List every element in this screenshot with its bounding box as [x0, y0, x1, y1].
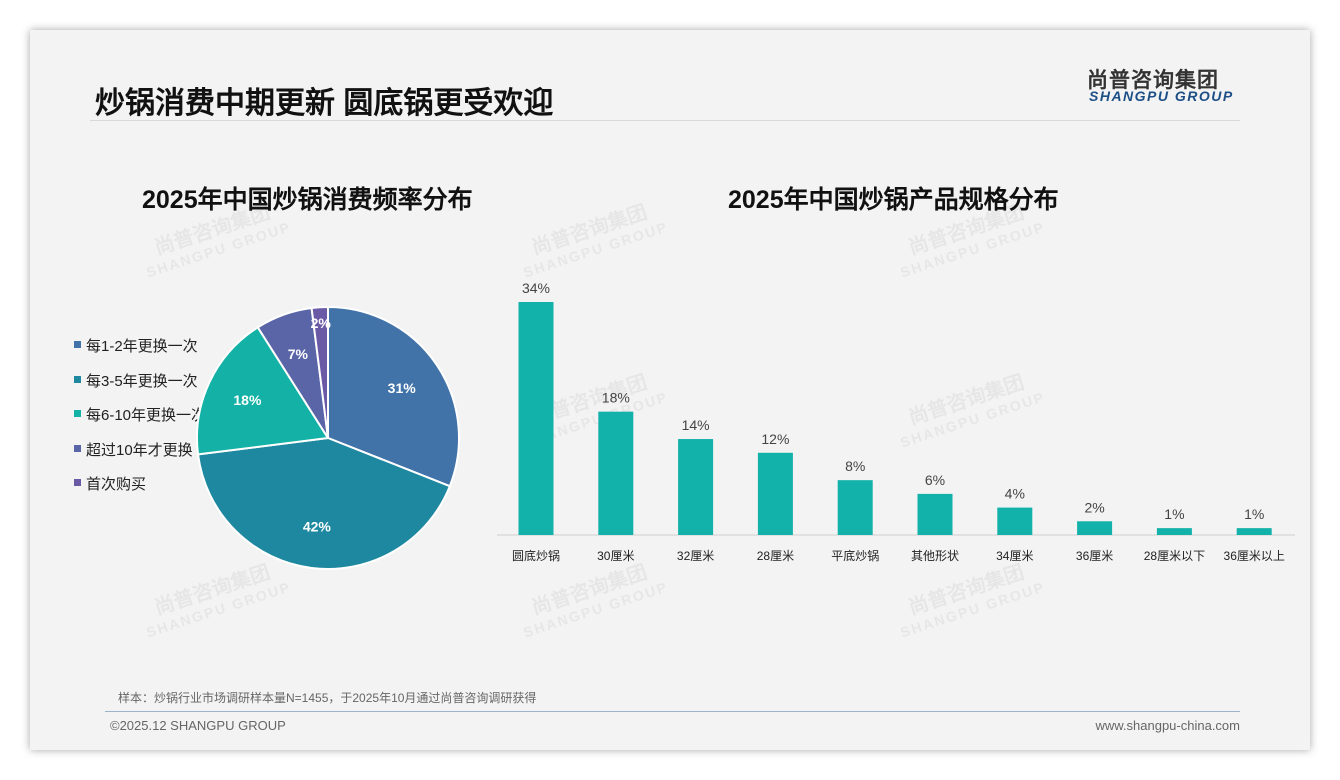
pie-slice [196, 326, 330, 456]
bar-data-label: 1% [1164, 506, 1184, 522]
bar-data-label: 18% [602, 390, 630, 406]
pie-data-label: 31% [388, 380, 417, 396]
bar-data-label: 14% [682, 417, 710, 433]
bar [997, 507, 1033, 535]
pie-data-label: 18% [233, 392, 262, 408]
legend-swatch [74, 410, 81, 417]
sample-note: 样本：炒锅行业市场调研样本量N=1455，于2025年10月通过尚普咨询调研获得 [118, 691, 537, 705]
header-divider [90, 120, 1240, 121]
bar [518, 302, 554, 535]
x-tick-label: 36厘米以上 [1224, 549, 1285, 563]
bar [598, 411, 634, 535]
x-tick-label: 34厘米 [996, 549, 1033, 563]
bar [757, 452, 793, 535]
x-tick-label: 平底炒锅 [831, 548, 879, 563]
bar-data-label: 8% [845, 458, 865, 474]
legend-label: 每1-2年更换一次 [86, 338, 198, 355]
slide: 尚普咨询集团 SHANGPU GROUP 尚普咨询集团 SHANGPU GROUP 尚普… [30, 30, 1310, 750]
x-tick-label: 30厘米 [597, 549, 634, 563]
pie-chart-title: 2025年中国炒锅消费频率分布 [142, 186, 473, 214]
legend-label: 超过10年才更换 [86, 441, 193, 459]
legend-swatch [74, 444, 81, 452]
copyright: ©2025.12 SHANGPU GROUP [110, 718, 286, 733]
legend-item: 首次购买 [74, 473, 206, 508]
pie-data-label: 2% [311, 315, 332, 331]
legend-label: 每6-10年更换一次 [86, 407, 207, 424]
legend-swatch [74, 341, 81, 348]
bar-data-label: 12% [761, 431, 789, 447]
bar [678, 439, 714, 535]
x-tick-label: 28厘米 [757, 549, 794, 563]
logo-text-en: SHANGPU GROUP [1089, 88, 1234, 104]
footer-divider [105, 711, 1240, 712]
x-tick-label: 其他形状 [911, 549, 959, 563]
x-tick-label: 圆底炒锅 [512, 548, 560, 563]
charts-canvas: 31%42%18%7%2%34%圆底炒锅18%30厘米14%32厘米12%28厘… [196, 280, 1295, 570]
pie-legend: 每1-2年更换一次 每3-5年更换一次 每6-10年更换一次 超过10年才更换 首次购买 [74, 335, 206, 508]
legend-label: 首次购买 [86, 476, 147, 493]
pie-data-label: 7% [288, 346, 309, 362]
legend-item: 每1-2年更换一次 [74, 335, 206, 370]
website-url: www.shangpu-china.com [1095, 718, 1240, 733]
pie-data-label: 42% [303, 518, 332, 534]
bar-data-label: 1% [1244, 506, 1264, 522]
logo-text-cn: 尚普咨询集团 [1087, 69, 1219, 92]
bar-data-label: 34% [522, 280, 550, 296]
pie-slice [327, 305, 460, 488]
bar-data-label: 2% [1084, 499, 1104, 515]
x-tick-label: 32厘米 [677, 549, 714, 563]
pie-slice [310, 305, 329, 439]
legend-label: 每3-5年更换一次 [86, 372, 198, 390]
bar [917, 493, 953, 535]
legend-swatch [74, 479, 81, 486]
bar [1156, 528, 1192, 535]
bar-data-label: 6% [925, 472, 945, 488]
legend-item: 每6-10年更换一次 [74, 404, 206, 439]
bar-data-label: 4% [1005, 486, 1025, 502]
page-title: 炒锅消费中期更新 圆底锅更受欢迎 [95, 87, 554, 120]
legend-item: 超过10年才更换 [74, 439, 206, 474]
bar [837, 480, 873, 535]
bar-chart-title: 2025年中国炒锅产品规格分布 [728, 186, 1059, 214]
bar [1077, 521, 1113, 535]
x-tick-label: 28厘米以下 [1144, 549, 1205, 563]
legend-item: 每3-5年更换一次 [74, 370, 206, 405]
x-tick-label: 36厘米 [1076, 549, 1113, 563]
legend-swatch [74, 375, 81, 383]
bar [1236, 528, 1272, 535]
pie-slice [196, 436, 452, 570]
